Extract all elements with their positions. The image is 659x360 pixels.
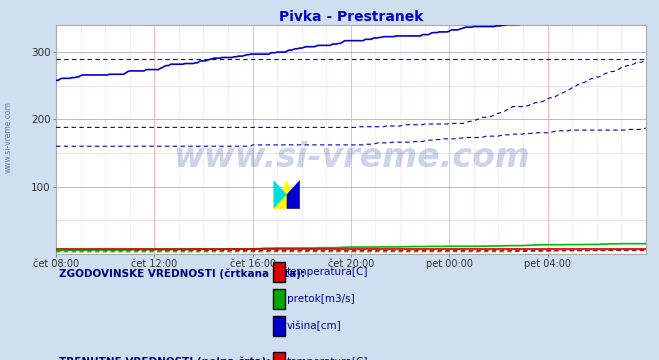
Text: www.si-vreme.com: www.si-vreme.com	[3, 101, 13, 173]
Polygon shape	[273, 180, 287, 209]
Text: temperatura[C]: temperatura[C]	[287, 357, 368, 360]
Title: Pivka - Prestranek: Pivka - Prestranek	[279, 10, 423, 24]
Polygon shape	[287, 180, 300, 209]
Text: www.si-vreme.com: www.si-vreme.com	[173, 141, 529, 174]
Text: temperatura[C]: temperatura[C]	[287, 267, 368, 277]
Text: pretok[m3/s]: pretok[m3/s]	[287, 294, 355, 304]
Polygon shape	[273, 180, 300, 209]
Text: ZGODOVINSKE VREDNOSTI (črtkana črta):: ZGODOVINSKE VREDNOSTI (črtkana črta):	[59, 268, 305, 279]
Text: TRENUTNE VREDNOSTI (polna črta):: TRENUTNE VREDNOSTI (polna črta):	[59, 356, 271, 360]
Text: višina[cm]: višina[cm]	[287, 321, 341, 331]
